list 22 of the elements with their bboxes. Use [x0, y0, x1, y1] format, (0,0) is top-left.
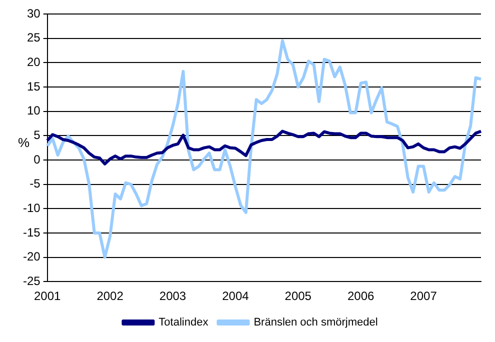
legend-label: Totalindex [158, 316, 209, 329]
y-tick-label: -25 [23, 274, 41, 288]
legend-label: Bränslen och smörjmedel [254, 316, 378, 329]
y-tick-label: 25 [26, 30, 41, 45]
x-tick-label: 2005 [284, 289, 312, 304]
y-tick-label: 0 [34, 152, 41, 166]
x-tick-label: 2002 [96, 289, 124, 304]
y-tick-label: 15 [26, 79, 41, 94]
y-tick-label: 20 [26, 54, 41, 69]
y-tick-label: 30 [26, 6, 41, 20]
y-tick-label: 10 [26, 104, 41, 118]
x-tick-label: 2001 [34, 289, 62, 304]
y-tick-label: -10 [23, 200, 41, 215]
y-tick-label: -5 [30, 176, 41, 191]
y-axis-title: % [18, 135, 30, 150]
x-tick-label: 2004 [222, 289, 250, 304]
x-tick-label: 2006 [347, 289, 374, 304]
x-tick-label: 2003 [159, 289, 186, 304]
y-tick-label: -20 [23, 250, 41, 264]
x-tick-label: 2007 [410, 289, 438, 304]
y-tick-label: 5 [34, 128, 41, 142]
y-tick-label: -15 [23, 225, 41, 240]
